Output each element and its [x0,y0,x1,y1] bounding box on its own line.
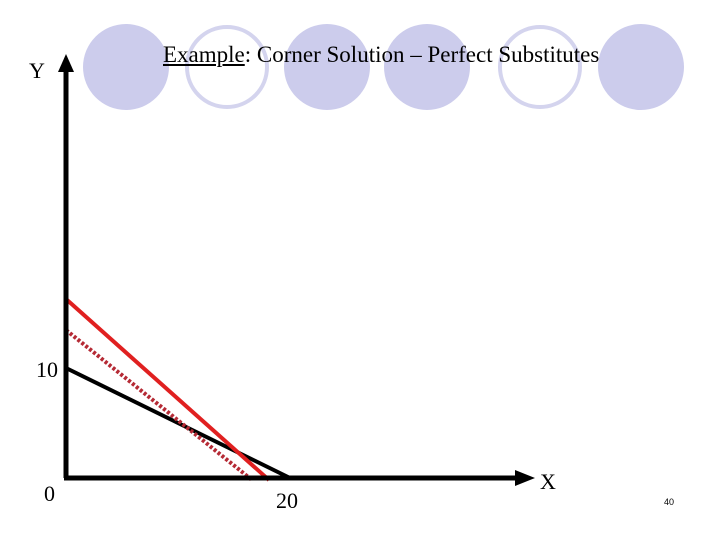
deco-circle-4 [384,24,470,110]
slide-number: 40 [664,497,675,507]
y-tick-label: 10 [36,357,58,382]
y-axis-arrow [58,54,74,72]
budget-line [65,366,291,480]
slide-title: Example: Corner Solution – Perfect Subst… [163,40,599,70]
x-axis-label: X [540,469,556,494]
deco-circle-6 [598,24,684,110]
x-tick-label: 20 [276,488,298,513]
dotted-indifference-line [64,328,254,482]
deco-circle-2 [185,25,269,109]
title-prefix: Example [163,42,245,67]
x-axis-arrow [515,470,535,486]
deco-circle-5 [498,25,582,109]
y-axis-label: Y [29,58,45,83]
deco-circle-1 [83,24,169,110]
deco-circle-3 [284,24,370,110]
red-indifference-line [64,297,271,482]
title-rest: : Corner Solution – Perfect Substitutes [244,42,600,67]
origin-label: 0 [44,481,55,506]
